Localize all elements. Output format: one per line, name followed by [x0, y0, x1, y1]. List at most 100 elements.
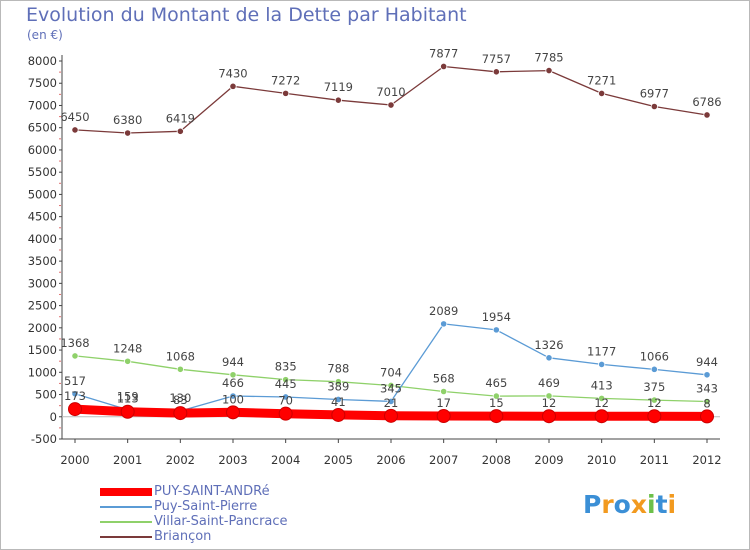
- data-point: [120, 404, 135, 419]
- data-label: 944: [222, 355, 244, 369]
- data-point: [282, 393, 290, 401]
- x-tick-label: 2010: [587, 453, 616, 467]
- data-point: [282, 376, 290, 384]
- data-point: [598, 360, 606, 369]
- data-label: 7757: [482, 52, 511, 66]
- y-tick-label: -500: [31, 432, 57, 446]
- data-label: 6450: [60, 110, 89, 124]
- legend-label-0: PUY-SAINT-ANDRé: [154, 484, 270, 499]
- data-label: 83: [173, 393, 188, 407]
- data-label: 1954: [482, 310, 511, 324]
- data-point: [647, 409, 662, 424]
- legend-item-2: Villar-Saint-Pancrace: [100, 514, 360, 529]
- data-point: [440, 62, 448, 71]
- y-tick-label: 7000: [28, 98, 57, 112]
- x-tick-label: 2008: [482, 453, 511, 467]
- legend-swatch-0: [100, 488, 152, 496]
- data-label: 6786: [692, 95, 721, 109]
- x-tick-label: 2002: [166, 453, 195, 467]
- data-point: [334, 96, 342, 104]
- data-point: [387, 101, 395, 109]
- data-point: [331, 407, 346, 422]
- data-label: 7119: [324, 80, 353, 94]
- x-tick-label: 2009: [534, 453, 563, 467]
- data-point: [334, 378, 342, 386]
- data-label: 835: [275, 360, 297, 374]
- legend-item-3: Briançon: [100, 529, 360, 544]
- data-label: 7271: [587, 73, 616, 87]
- data-point: [68, 402, 82, 417]
- y-tick-label: 0: [50, 410, 57, 424]
- y-tick-label: 3500: [28, 254, 57, 268]
- data-point: [545, 354, 553, 362]
- data-point: [71, 390, 79, 398]
- y-tick-label: 1500: [28, 343, 57, 357]
- data-point: [226, 405, 240, 420]
- data-point: [492, 68, 500, 76]
- data-point: [650, 102, 658, 111]
- x-tick-label: 2007: [429, 453, 458, 467]
- data-point: [124, 357, 132, 365]
- data-point: [650, 396, 658, 404]
- data-point: [282, 89, 290, 97]
- data-label: 568: [433, 372, 455, 386]
- data-point: [492, 392, 500, 400]
- data-point: [440, 387, 448, 396]
- data-label: 517: [64, 374, 86, 388]
- data-label: 15: [489, 396, 504, 410]
- data-label: 7010: [376, 85, 405, 99]
- brand-letter: i: [647, 490, 656, 519]
- data-label: 466: [222, 376, 244, 390]
- x-tick-label: 2005: [324, 453, 353, 467]
- data-label: 6977: [640, 86, 669, 100]
- data-label: 1068: [166, 349, 195, 363]
- y-tick-label: 1000: [28, 365, 57, 379]
- legend-swatch-1: [100, 506, 152, 508]
- y-tick-label: 6000: [28, 143, 57, 157]
- data-label: 100: [222, 392, 244, 406]
- y-tick-label: 4000: [28, 232, 57, 246]
- data-label: 7430: [218, 66, 247, 80]
- data-point: [492, 326, 500, 334]
- y-tick-label: 2500: [28, 299, 57, 313]
- data-label: 17: [436, 396, 451, 410]
- brand-letter: x: [630, 490, 647, 519]
- data-label: 469: [538, 376, 560, 390]
- legend-swatch-2: [100, 521, 152, 523]
- data-label: 159: [117, 390, 139, 404]
- data-point: [545, 392, 553, 400]
- y-tick-label: 500: [35, 388, 57, 402]
- data-point: [598, 394, 606, 402]
- y-tick-label: 5000: [28, 187, 57, 201]
- y-tick-label: 3000: [28, 276, 57, 290]
- data-point: [650, 365, 658, 373]
- data-point: [545, 66, 553, 75]
- data-point: [384, 408, 398, 423]
- data-label: 70: [278, 394, 293, 408]
- data-point: [598, 89, 606, 98]
- data-point: [387, 381, 395, 390]
- legend-item-0: PUY-SAINT-ANDRé: [100, 484, 360, 499]
- data-label: 12: [647, 396, 662, 410]
- data-label: 1248: [113, 341, 142, 355]
- data-label: 343: [696, 382, 718, 396]
- data-point: [124, 129, 132, 137]
- data-point: [278, 406, 293, 421]
- data-point: [489, 409, 504, 424]
- data-point: [173, 406, 188, 421]
- data-label: 7272: [271, 73, 300, 87]
- brand-letter: i: [667, 490, 677, 519]
- data-label: 788: [327, 362, 349, 376]
- legend-label-3: Briançon: [154, 529, 212, 544]
- data-label: 445: [275, 377, 297, 391]
- data-point: [229, 82, 237, 90]
- data-label: 21: [384, 396, 399, 410]
- data-label: 7785: [534, 51, 563, 65]
- data-point: [542, 409, 556, 424]
- data-label: 6419: [166, 111, 195, 125]
- x-tick-label: 2006: [376, 453, 405, 467]
- data-point: [703, 371, 711, 379]
- data-point: [71, 126, 79, 134]
- data-label: 1066: [640, 349, 669, 363]
